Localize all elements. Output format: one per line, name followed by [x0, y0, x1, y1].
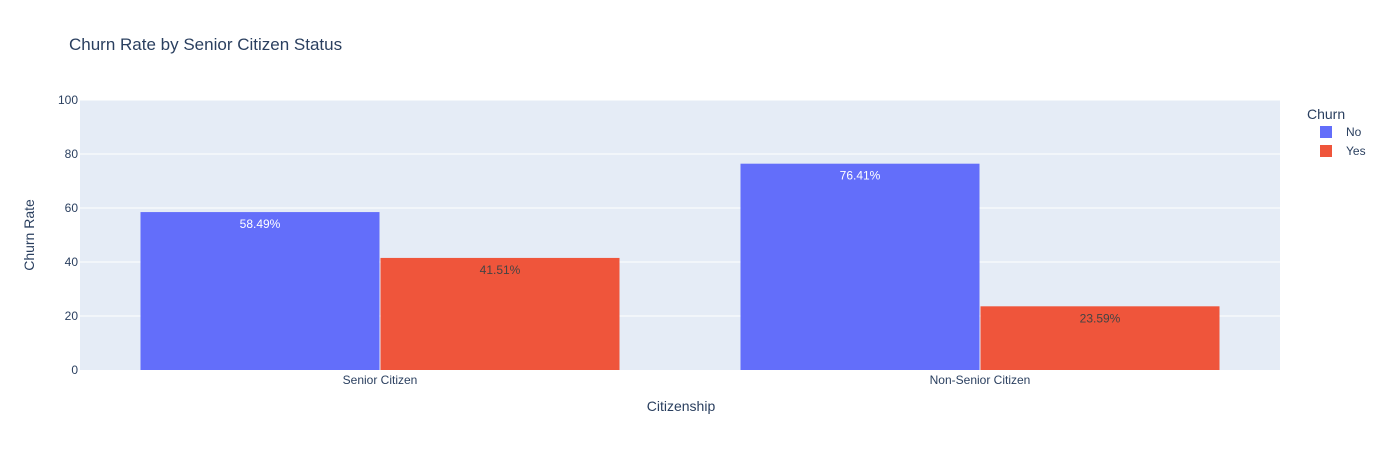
y-axis-ticks: 0 20 40 60 80 100	[58, 93, 78, 377]
bars: 58.49% 41.51% 76.41% 23.59%	[140, 163, 1220, 370]
chart-title: Churn Rate by Senior Citizen Status	[69, 35, 342, 54]
x-axis-title: Citizenship	[647, 398, 716, 414]
legend-title: Churn	[1307, 106, 1345, 122]
bar-data-label: 41.51%	[480, 263, 521, 277]
y-tick-label: 0	[71, 363, 78, 377]
legend-label-yes[interactable]: Yes	[1346, 144, 1366, 158]
y-tick-label: 80	[65, 147, 79, 161]
bar-data-label: 76.41%	[840, 169, 881, 183]
legend[interactable]: Churn No Yes	[1307, 106, 1366, 158]
y-tick-label: 40	[65, 255, 79, 269]
bar-no[interactable]	[740, 163, 980, 370]
bar-yes[interactable]	[980, 306, 1220, 370]
legend-swatch-no[interactable]	[1320, 126, 1332, 138]
y-tick-label: 20	[65, 309, 79, 323]
y-tick-label: 100	[58, 93, 78, 107]
y-axis-title: Churn Rate	[21, 199, 37, 271]
x-tick-label: Senior Citizen	[343, 373, 418, 387]
bar-data-label: 23.59%	[1080, 311, 1121, 325]
legend-label-no[interactable]: No	[1346, 125, 1362, 139]
x-axis-ticks: Senior Citizen Non-Senior Citizen	[343, 373, 1031, 387]
y-tick-label: 60	[65, 201, 79, 215]
bar-data-label: 58.49%	[240, 217, 281, 231]
legend-swatch-yes[interactable]	[1320, 145, 1332, 157]
bar-yes[interactable]	[380, 257, 620, 370]
bar-no[interactable]	[140, 212, 380, 370]
x-tick-label: Non-Senior Citizen	[930, 373, 1031, 387]
